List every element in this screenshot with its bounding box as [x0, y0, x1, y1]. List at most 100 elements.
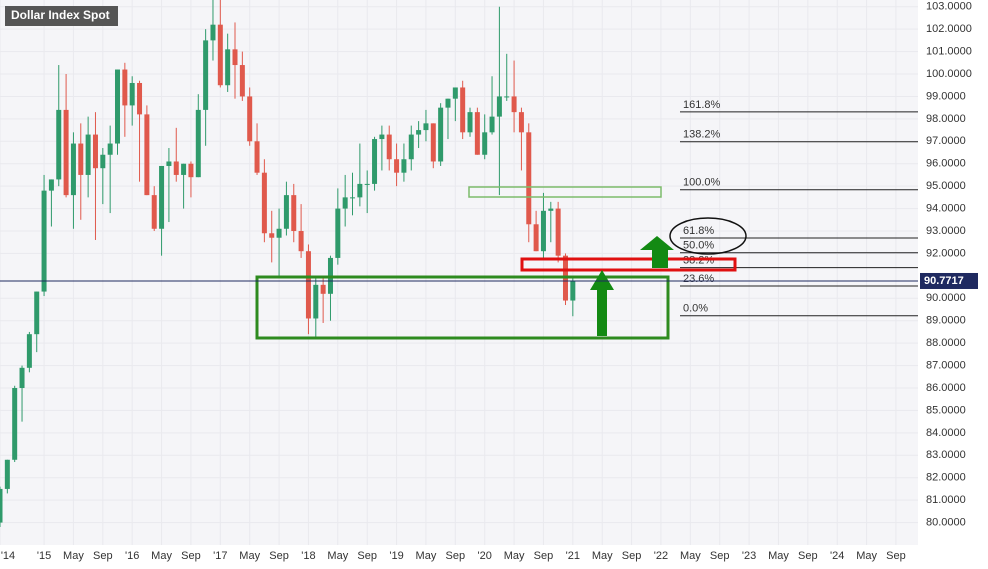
highlight-ellipse — [669, 217, 747, 255]
fib-label: 100.0% — [683, 177, 721, 189]
fib-box — [520, 257, 737, 272]
candle-body — [452, 87, 458, 99]
y-tick-label: 87.0000 — [926, 359, 966, 371]
candle-body — [460, 87, 466, 133]
candle-body — [555, 208, 561, 256]
candle-body — [41, 190, 47, 292]
candle-body — [474, 112, 480, 155]
x-tick-label: '23 — [742, 550, 756, 562]
candle-body — [56, 109, 62, 180]
y-tick-label: 80.0000 — [926, 516, 966, 528]
x-tick-label: May — [856, 550, 877, 562]
candle-body — [115, 69, 121, 144]
candle-body — [526, 132, 532, 225]
chart-title: Dollar Index Spot — [11, 8, 110, 22]
candle-body — [350, 197, 356, 199]
fib-label: 138.2% — [683, 129, 721, 141]
candle-body — [26, 334, 32, 368]
candle-body — [159, 165, 165, 229]
candle-body — [357, 183, 363, 198]
candles — [0, 0, 576, 528]
candle-body — [225, 49, 231, 86]
candle-body — [70, 143, 76, 196]
x-tick-label: '15 — [37, 550, 51, 562]
candle-body — [63, 109, 69, 196]
x-tick-label: May — [63, 550, 84, 562]
candle-body — [298, 231, 304, 252]
y-tick-label: 92.0000 — [926, 247, 966, 259]
y-tick-label: 90.0000 — [926, 292, 966, 304]
candle-body — [570, 281, 576, 301]
y-tick-label: 101.0000 — [926, 45, 972, 57]
candle-body — [34, 291, 40, 335]
candle-body — [416, 130, 422, 135]
candle-body — [12, 388, 18, 460]
candle-body — [210, 24, 216, 41]
candle-body — [511, 96, 517, 113]
up-arrow — [590, 270, 614, 336]
y-tick-label: 94.0000 — [926, 202, 966, 214]
fib-label: 161.8% — [683, 99, 721, 111]
candle-body — [232, 49, 238, 66]
x-tick-label: Sep — [534, 550, 554, 562]
x-tick-label: Sep — [446, 550, 466, 562]
y-tick-label: 89.0000 — [926, 315, 966, 327]
y-tick-label: 102.0000 — [926, 23, 972, 35]
axes: 80.0000 81.0000 82.0000 83.0000 84.0000 85.00… — [0, 1, 978, 562]
candle-body — [540, 210, 546, 252]
x-tick-label: '17 — [213, 550, 227, 562]
candle-body — [482, 132, 488, 155]
x-tick-label: Sep — [93, 550, 113, 562]
candle-body — [247, 96, 253, 142]
fib-levels: 161.8%138.2%100.0%61.8%50.0%38.2%23.6%0.… — [680, 99, 918, 317]
candle-body — [401, 159, 407, 173]
candle-body — [394, 159, 400, 173]
candle-body — [173, 161, 179, 175]
y-tick-label: 81.0000 — [926, 494, 966, 506]
x-tick-label: '21 — [566, 550, 580, 562]
x-tick-label: May — [768, 550, 789, 562]
y-tick-label: 103.0000 — [926, 1, 972, 13]
candle-body — [239, 65, 245, 97]
x-tick-label: '19 — [389, 550, 403, 562]
candle-body — [4, 459, 10, 489]
x-tick-label: '20 — [478, 550, 492, 562]
x-tick-label: May — [680, 550, 701, 562]
fib-label: 0.0% — [683, 303, 708, 315]
y-tick-label: 85.0000 — [926, 404, 966, 416]
y-tick-label: 84.0000 — [926, 427, 966, 439]
x-tick-label: '16 — [125, 550, 139, 562]
candle-body — [548, 208, 554, 211]
y-tick-label: 93.0000 — [926, 225, 966, 237]
candle-body — [92, 134, 98, 169]
candle-body — [129, 82, 135, 106]
x-tick-label: Sep — [798, 550, 818, 562]
support-box — [255, 275, 670, 340]
candle-body — [269, 233, 275, 238]
x-tick-label: Sep — [710, 550, 730, 562]
x-tick-label: Sep — [357, 550, 377, 562]
x-tick-label: '14 — [1, 550, 15, 562]
resistance-box — [468, 186, 662, 198]
y-tick-label: 96.0000 — [926, 158, 966, 170]
candle-body — [203, 40, 209, 110]
x-tick-label: '22 — [654, 550, 668, 562]
candle-body — [504, 96, 510, 98]
candle-body — [188, 163, 194, 178]
y-tick-label: 97.0000 — [926, 135, 966, 147]
up-arrow — [640, 236, 674, 268]
candle-body — [438, 107, 444, 162]
candle-body — [19, 367, 25, 389]
candle-body — [445, 98, 451, 108]
candle-body — [195, 109, 201, 178]
candle-body — [261, 172, 267, 234]
last-price-label: 90.7717 — [924, 275, 964, 287]
candle-body — [0, 488, 3, 523]
y-tick-label: 88.0000 — [926, 337, 966, 349]
y-tick-label: 95.0000 — [926, 180, 966, 192]
x-tick-label: Sep — [886, 550, 906, 562]
candle-body — [291, 195, 297, 232]
candle-body — [100, 154, 106, 169]
x-tick-label: May — [504, 550, 525, 562]
